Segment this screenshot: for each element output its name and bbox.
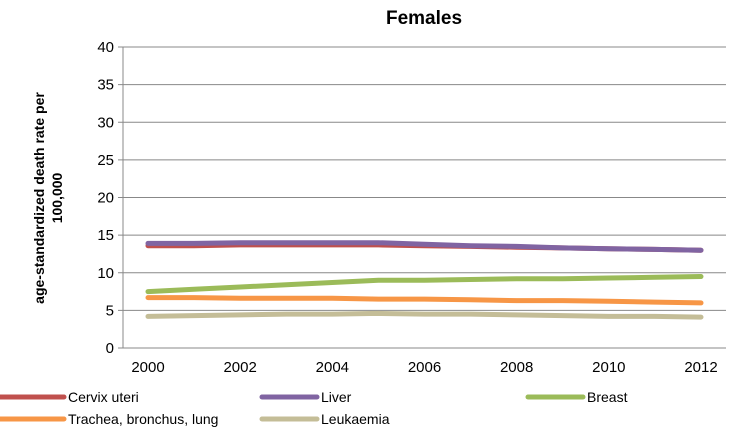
legend-item: Leukaemia	[259, 411, 390, 427]
series-lines	[145, 240, 704, 320]
x-tick-label: 2000	[131, 359, 164, 376]
x-tick-label: 2002	[223, 359, 256, 376]
legend-item: Cervix uteri	[0, 389, 139, 405]
x-tick-label: 2008	[500, 359, 533, 376]
y-tick-label: 30	[97, 114, 114, 131]
series-line-leukaemia	[145, 310, 704, 320]
y-tick-label: 25	[97, 152, 114, 169]
legend-item: Liver	[259, 389, 352, 405]
x-tick-label: 2010	[592, 359, 625, 376]
series-line-trachea-bronchus-lung	[145, 295, 704, 306]
y-tick-label: 40	[97, 39, 114, 56]
y-tick-label: 15	[97, 227, 114, 244]
legend-label: Liver	[321, 389, 352, 405]
legend-item: Breast	[525, 389, 628, 405]
y-tick-label: 0	[106, 340, 114, 357]
series-line-liver	[145, 240, 704, 253]
y-tick-label: 20	[97, 190, 114, 207]
x-tick-label: 2012	[684, 359, 717, 376]
y-axis-title-line: 100,000	[49, 172, 65, 223]
legend-label: Trachea, bronchus, lung	[68, 411, 218, 427]
y-axis-title: age-standardized death rate per 100,000	[31, 92, 65, 304]
y-tick-label: 5	[106, 302, 114, 319]
series-line-breast	[145, 274, 704, 295]
gridlines	[122, 46, 726, 349]
x-tick-label: 2004	[316, 359, 349, 376]
x-tick-label: 2006	[408, 359, 441, 376]
legend-label: Breast	[587, 389, 628, 405]
legend: Cervix uteri Liver Breast Trachea, bronchus…	[0, 389, 628, 427]
legend-item: Trachea, bronchus, lung	[0, 411, 218, 427]
legend-label: Leukaemia	[321, 411, 390, 427]
x-axis-ticks: 2000 2002 2004 2006 2008 2010 2012	[131, 359, 717, 376]
y-tick-label: 10	[97, 265, 114, 282]
y-axis-label: age-standardized death rate per 100,000	[31, 92, 65, 304]
y-tick-label: 35	[97, 77, 114, 94]
legend-label: Cervix uteri	[68, 389, 139, 405]
y-axis-title-line: age-standardized death rate per	[31, 92, 47, 304]
chart-title: Females	[386, 8, 462, 29]
y-axis-ticks: 0 5 10 15 20 25 30 35 40	[97, 39, 123, 357]
